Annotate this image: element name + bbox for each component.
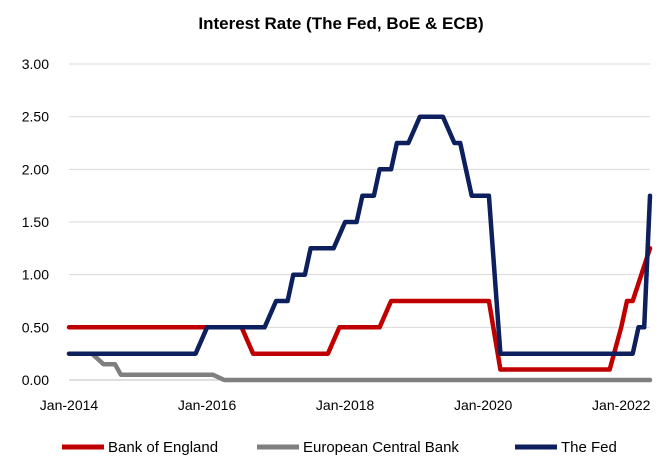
y-axis-ticks: 0.00 0.50 1.00 1.50 2.00 2.50 3.00 (22, 56, 49, 388)
chart-title: Interest Rate (The Fed, BoE & ECB) (198, 14, 483, 33)
series-line-the-fed (66, 114, 653, 356)
legend-label: Bank of England (108, 439, 218, 456)
y-tick-label: 0.00 (22, 372, 49, 388)
y-tick-label: 2.00 (22, 161, 49, 177)
x-tick-label: Jan-2022 (592, 397, 651, 413)
x-tick-label: Jan-2020 (454, 397, 513, 413)
x-axis-ticks: Jan-2014 Jan-2016 Jan-2018 Jan-2020 Jan-2022 (40, 397, 651, 413)
series-lines (66, 114, 653, 383)
x-tick-label: Jan-2014 (40, 397, 99, 413)
legend: Bank of England European Central Bank The … (62, 439, 617, 456)
y-tick-label: 2.50 (22, 109, 49, 125)
x-tick-label: Jan-2016 (178, 397, 237, 413)
series-line-european-central-bank (66, 351, 653, 383)
gridlines (69, 63, 650, 381)
series-line-bank-of-england (66, 246, 653, 372)
legend-label: The Fed (561, 439, 617, 456)
y-tick-label: 1.50 (22, 214, 49, 230)
legend-label: European Central Bank (303, 439, 459, 456)
y-tick-label: 0.50 (22, 319, 49, 335)
y-tick-label: 1.00 (22, 267, 49, 283)
x-tick-label: Jan-2018 (316, 397, 375, 413)
y-tick-label: 3.00 (22, 56, 49, 72)
